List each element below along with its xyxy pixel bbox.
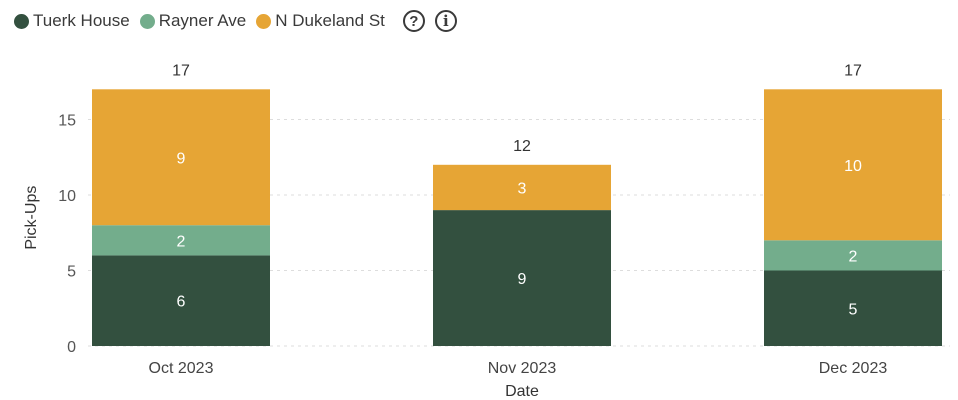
legend-swatch-n-dukeland-st (256, 13, 272, 29)
bar-segment (433, 210, 611, 346)
bar-segment (92, 255, 270, 346)
legend-item-tuerk-house[interactable]: Tuerk House (14, 11, 130, 31)
bar-data-label: 2 (849, 248, 858, 265)
y-tick-label: 10 (58, 188, 76, 205)
bar-data-label: 10 (844, 158, 862, 175)
bar-segment (92, 89, 270, 226)
bar-data-label: 3 (518, 180, 527, 197)
x-axis-title: Date (505, 383, 539, 400)
legend-label-n-dukeland-st: N Dukeland St (275, 11, 385, 30)
y-tick-label: 0 (67, 339, 76, 356)
legend-label-tuerk-house: Tuerk House (33, 11, 130, 30)
x-tick-label: Oct 2023 (149, 360, 214, 377)
x-tick-label: Dec 2023 (819, 360, 888, 377)
y-tick-label: 5 (67, 264, 76, 281)
legend-label-rayner-ave: Rayner Ave (158, 11, 247, 30)
info-icon[interactable]: i (434, 10, 457, 32)
bar-data-label: 9 (177, 150, 186, 167)
legend-swatch-tuerk-house (14, 13, 29, 29)
bar-segment (433, 164, 611, 211)
bar-data-label: 5 (849, 301, 858, 318)
bar-total-label: 17 (172, 62, 190, 79)
bar-segment (764, 89, 942, 241)
legend-item-rayner-ave[interactable]: Rayner Ave (139, 11, 247, 31)
bar-segment (764, 240, 942, 271)
bar-data-label: 6 (177, 294, 186, 311)
bar-segment (92, 225, 270, 256)
legend-swatch-rayner-ave (139, 13, 155, 29)
bar-segment (764, 270, 942, 346)
x-tick-label: Nov 2023 (488, 360, 557, 377)
legend-item-n-dukeland-st[interactable]: N Dukeland St (256, 11, 385, 31)
bar-data-label: 9 (518, 271, 527, 288)
y-tick-label: 15 (58, 113, 76, 130)
bar-data-label: 2 (177, 233, 186, 250)
y-axis-title: Pick-Ups (23, 186, 40, 250)
bar-total-label: 17 (844, 62, 862, 79)
help-icon[interactable]: ? (402, 10, 425, 32)
legend: Tuerk House Rayner Ave N Dukeland St ? i (14, 6, 457, 36)
bar-total-label: 12 (513, 138, 531, 155)
